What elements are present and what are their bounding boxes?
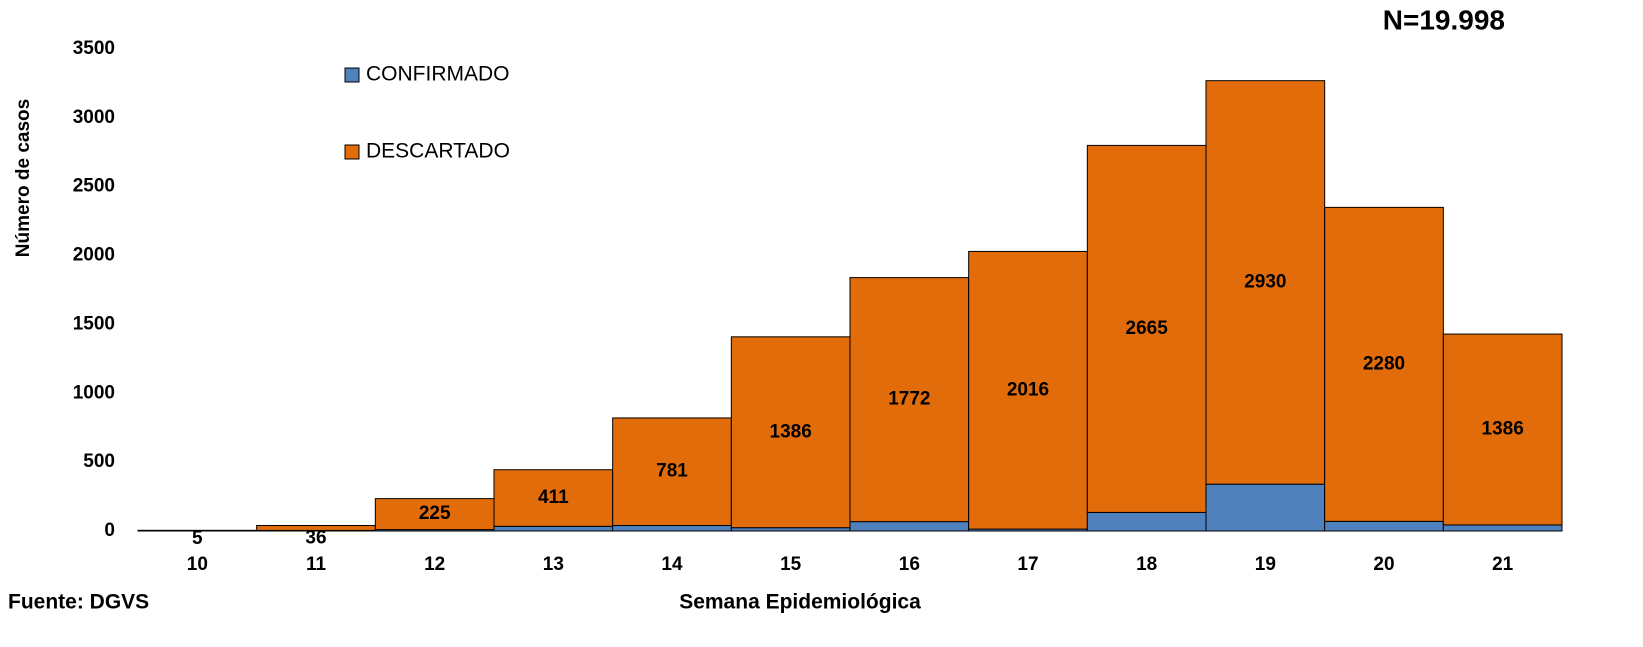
bar-segment [1442,333,1563,526]
legend-swatch [344,144,360,160]
x-tick-label: 20 [1373,554,1394,575]
value-label: 2016 [1007,379,1049,400]
source: Fuente: DGVS [8,591,149,614]
x-tick-label: 10 [187,554,208,575]
value-label: 2280 [1363,353,1405,374]
bar-segment [1086,511,1207,532]
bar-segment [730,336,851,529]
bar-segment [1324,206,1444,522]
value-label: 2665 [1126,318,1169,339]
chart-title: N=19.998 [1383,4,1505,35]
y-tick-label: 1500 [73,313,115,334]
x-tick-label: 19 [1255,554,1276,575]
bar-segment [493,525,614,532]
x-tick-label: 14 [661,554,683,575]
legend-label: CONFIRMADO [366,63,510,86]
bar-segment [612,524,732,532]
x-tick-label: 13 [543,554,564,575]
y-axis-label: Número de casos [13,99,34,257]
value-label: 781 [656,461,688,482]
bar-segment [493,469,614,527]
legend-label: DESCARTADO [366,140,510,163]
value-label: 225 [419,503,451,524]
value-label: 1772 [888,389,930,410]
x-tick-label: 16 [899,554,920,575]
bar-segment [1324,520,1444,532]
x-tick-label: 11 [306,554,327,575]
x-tick-label: 17 [1017,554,1038,575]
value-label: 1386 [1482,419,1524,440]
y-tick-label: 2500 [73,176,115,197]
x-axis-label: Semana Epidemiológica [679,591,921,614]
bar-segment [849,521,970,532]
x-tick-label: 18 [1136,554,1157,575]
value-label: 2930 [1244,271,1286,292]
y-tick-label: 1000 [73,382,115,403]
value-label: 36 [305,527,326,548]
x-tick-label: 15 [780,554,802,575]
bar-segment [849,277,970,523]
y-tick-label: 3000 [73,107,115,128]
bar-segment [612,417,732,526]
y-tick-label: 0 [104,520,115,541]
x-tick-label: 21 [1492,554,1514,575]
x-tick-label: 12 [424,554,445,575]
value-label: 411 [538,487,569,508]
bar-segment [1205,483,1326,532]
y-tick-label: 500 [83,451,115,472]
value-label: 1386 [770,421,812,442]
y-tick-label: 3500 [73,38,115,59]
bar-segment [1442,524,1563,532]
bar-segment [1086,144,1207,513]
value-label: 5 [192,528,203,549]
legend-swatch [344,67,360,83]
bar-segment [968,250,1088,530]
y-tick-label: 2000 [73,245,115,266]
